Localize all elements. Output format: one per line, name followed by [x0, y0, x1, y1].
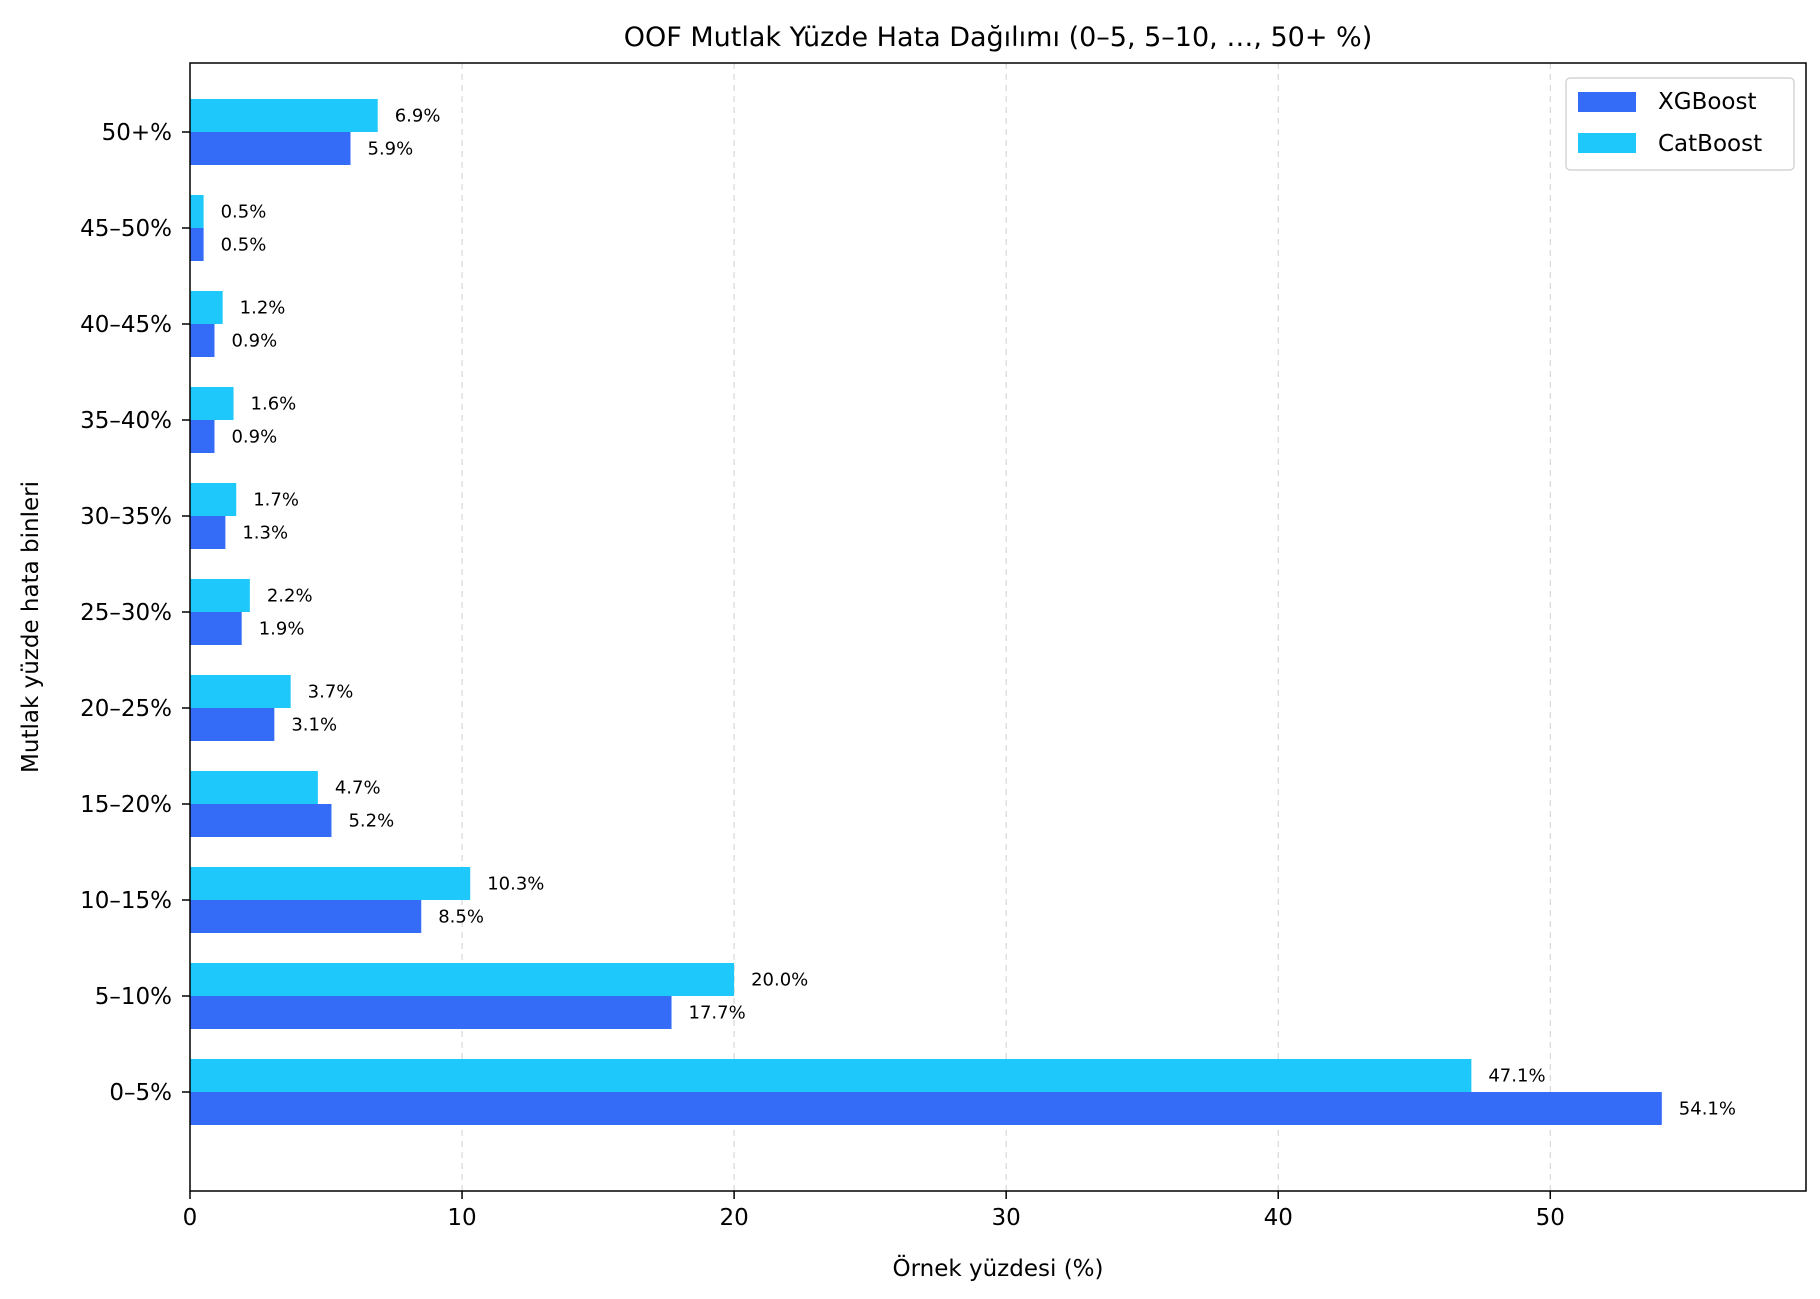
data-label-catboost: 10.3% [487, 874, 544, 895]
bar-catboost [190, 483, 237, 516]
y-tick-label: 15–20% [80, 792, 172, 818]
x-tick-label: 10 [447, 1205, 476, 1231]
y-tick-label: 0–5% [109, 1080, 172, 1106]
data-label-xgboost: 5.9% [368, 139, 414, 160]
data-label-xgboost: 3.1% [291, 715, 337, 736]
bar-catboost [190, 195, 204, 228]
data-label-xgboost: 1.3% [242, 523, 288, 544]
bar-xgboost [190, 996, 672, 1029]
bar-xgboost [190, 708, 275, 741]
bar-xgboost [190, 900, 422, 933]
y-axis-label: Mutlak yüzde hata binleri [18, 481, 44, 773]
bars [190, 99, 1662, 1125]
x-tick-label: 20 [719, 1205, 748, 1231]
x-tick-label: 40 [1264, 1205, 1293, 1231]
data-label-catboost: 1.7% [253, 490, 299, 511]
y-tick-label: 25–30% [80, 600, 172, 626]
legend-label-catboost: CatBoost [1658, 131, 1762, 157]
bar-xgboost [190, 804, 332, 837]
y-tick-label: 35–40% [80, 408, 172, 434]
data-label-catboost: 4.7% [335, 778, 381, 799]
y-tick-label: 10–15% [80, 888, 172, 914]
bar-catboost [190, 579, 250, 612]
y-tick-label: 50+% [102, 120, 172, 146]
bar-xgboost [190, 516, 226, 549]
x-tick-label: 30 [992, 1205, 1021, 1231]
bar-catboost [190, 675, 291, 708]
plot-frame [189, 62, 1807, 1192]
data-label-catboost: 0.5% [221, 202, 267, 223]
y-tick-label: 20–25% [80, 696, 172, 722]
bar-xgboost [190, 132, 351, 165]
y-tick-label: 5–10% [95, 984, 172, 1010]
data-label-xgboost: 0.9% [231, 427, 277, 448]
bar-catboost [190, 867, 471, 900]
data-label-catboost: 2.2% [267, 586, 313, 607]
data-label-xgboost: 1.9% [259, 619, 305, 640]
data-labels: 54.1% 17.7% 8.5% 5.2% 3.1% 1.9% 1.3% 0.9% 0.9% 0.… [221, 106, 1736, 1120]
y-tick-label: 30–35% [80, 504, 172, 530]
data-label-xgboost: 17.7% [689, 1003, 746, 1024]
x-tick-label: 50 [1536, 1205, 1565, 1231]
data-label-catboost: 1.2% [240, 298, 286, 319]
bar-xgboost [190, 612, 242, 645]
bar-catboost [190, 387, 234, 420]
y-axis: 0–5% 5–10% 10–15% 15–20% 20–25% 25–30% 30–35% 3… [80, 120, 190, 1106]
x-axis-label: Örnek yüzdesi (%) [892, 1254, 1103, 1282]
bar-xgboost [190, 324, 215, 357]
bar-catboost [190, 291, 223, 324]
bar-catboost [190, 99, 378, 132]
bar-xgboost [190, 1092, 1662, 1125]
bar-catboost [190, 771, 318, 804]
bar-xgboost [190, 420, 215, 453]
x-axis: 0 10 20 30 40 50 [183, 1191, 1565, 1231]
data-label-catboost: 3.7% [308, 682, 354, 703]
data-label-xgboost: 5.2% [348, 811, 394, 832]
bar-catboost [190, 963, 735, 996]
bar-xgboost [190, 228, 204, 261]
legend-swatch-xgboost [1578, 92, 1636, 112]
y-tick-label: 40–45% [80, 312, 172, 338]
data-label-xgboost: 0.5% [221, 235, 267, 256]
data-label-xgboost: 8.5% [438, 907, 484, 928]
y-tick-label: 45–50% [80, 216, 172, 242]
data-label-catboost: 6.9% [395, 106, 441, 127]
x-tick-label: 0 [183, 1205, 198, 1231]
bar-catboost [190, 1059, 1472, 1092]
legend: XGBoost CatBoost [1565, 77, 1795, 171]
chart-title: OOF Mutlak Yüzde Hata Dağılımı (0–5, 5–1… [624, 22, 1373, 53]
data-label-xgboost: 54.1% [1679, 1099, 1736, 1120]
data-label-xgboost: 0.9% [231, 331, 277, 352]
legend-label-xgboost: XGBoost [1658, 89, 1757, 115]
data-label-catboost: 1.6% [251, 394, 297, 415]
legend-swatch-catboost [1578, 133, 1636, 153]
data-label-catboost: 47.1% [1488, 1066, 1545, 1087]
data-label-catboost: 20.0% [751, 970, 808, 991]
